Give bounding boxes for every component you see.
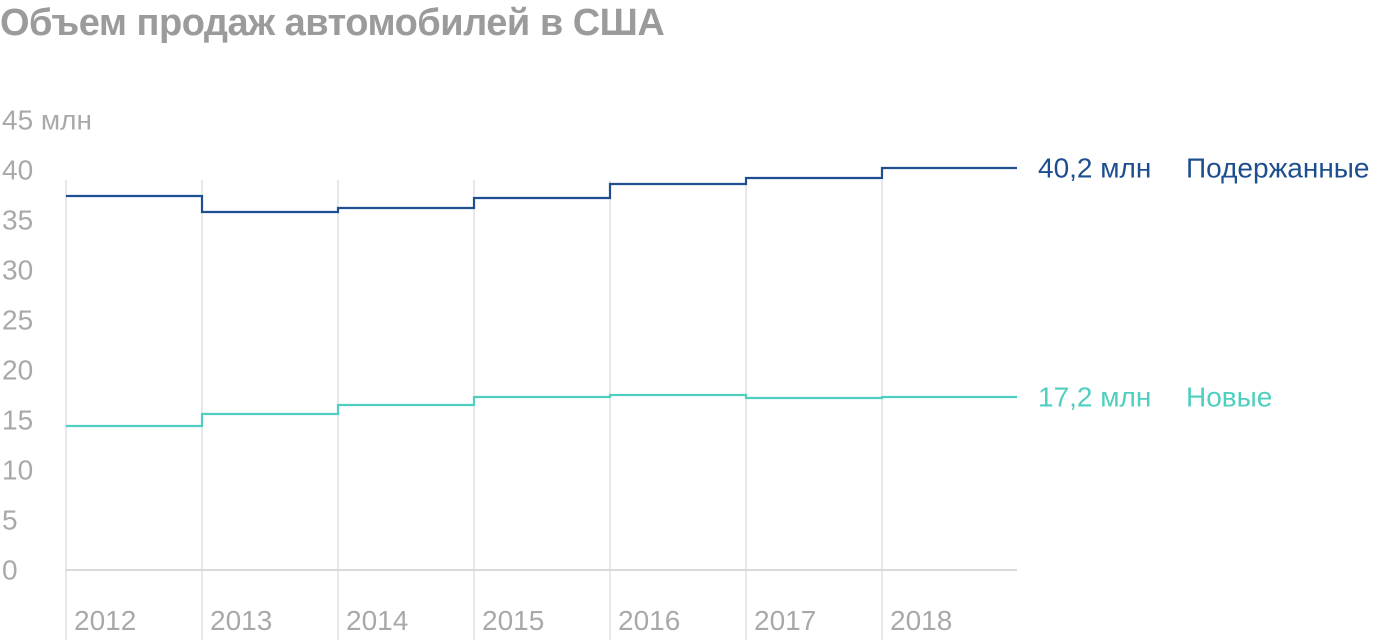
x-tick-label: 2014: [346, 605, 408, 636]
y-tick-label: 20: [2, 355, 33, 386]
y-tick-label: 35: [2, 205, 33, 236]
x-tick-label: 2015: [482, 605, 544, 636]
chart-title: Объем продаж автомобилей в США: [0, 2, 665, 44]
x-tick-label: 2018: [890, 605, 952, 636]
x-tick-label: 2012: [74, 605, 136, 636]
y-tick-label: 15: [2, 405, 33, 436]
x-tick-label: 2017: [754, 605, 816, 636]
y-tick-label: 30: [2, 255, 33, 286]
y-tick-label: 5: [2, 505, 18, 536]
y-tick-label: 40: [2, 155, 33, 186]
y-tick-label: 25: [2, 305, 33, 336]
series-end-value-label: 17,2 млн: [1038, 382, 1151, 413]
y-tick-label: 45 млн: [2, 105, 92, 136]
series-end-value-label: 40,2 млн: [1038, 153, 1151, 184]
series-name-label: Подержанные: [1186, 153, 1370, 184]
x-tick-label: 2013: [210, 605, 272, 636]
series-line-1: [66, 166, 1017, 214]
series-name-label: Новые: [1186, 382, 1272, 413]
y-tick-label: 0: [2, 555, 18, 586]
series-line-2: [66, 393, 1017, 428]
y-tick-label: 10: [2, 455, 33, 486]
x-tick-label: 2016: [618, 605, 680, 636]
